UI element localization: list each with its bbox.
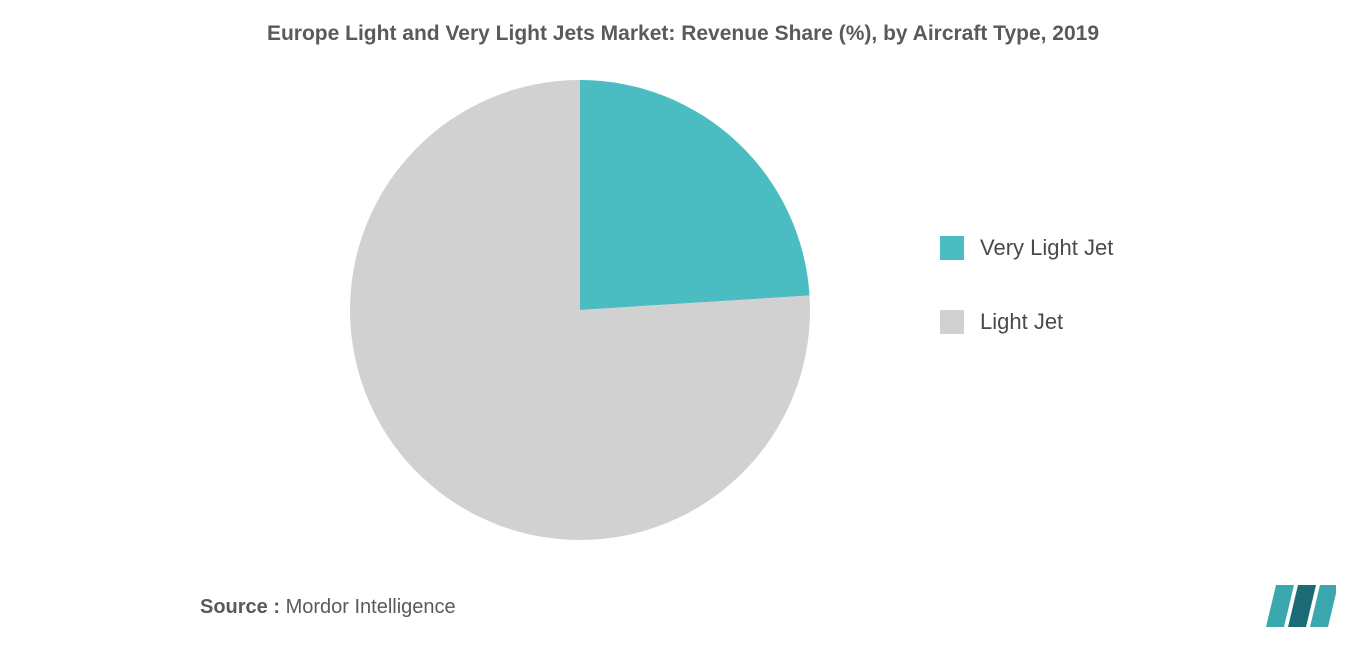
legend-label: Light Jet <box>980 309 1063 335</box>
chart-title: Europe Light and Very Light Jets Market:… <box>0 22 1366 46</box>
legend: Very Light Jet Light Jet <box>940 235 1113 335</box>
pie-slice <box>580 80 810 310</box>
legend-swatch <box>940 310 964 334</box>
brand-logo <box>1266 585 1336 627</box>
source-attribution: Source : Mordor Intelligence <box>200 596 456 619</box>
legend-swatch <box>940 236 964 260</box>
legend-item-very-light-jet: Very Light Jet <box>940 235 1113 261</box>
legend-item-light-jet: Light Jet <box>940 309 1113 335</box>
legend-label: Very Light Jet <box>980 235 1113 261</box>
logo-svg <box>1266 585 1336 627</box>
source-value: Mordor Intelligence <box>280 596 456 618</box>
pie-svg <box>350 80 810 540</box>
source-label: Source : <box>200 596 280 618</box>
pie-chart <box>350 80 810 540</box>
